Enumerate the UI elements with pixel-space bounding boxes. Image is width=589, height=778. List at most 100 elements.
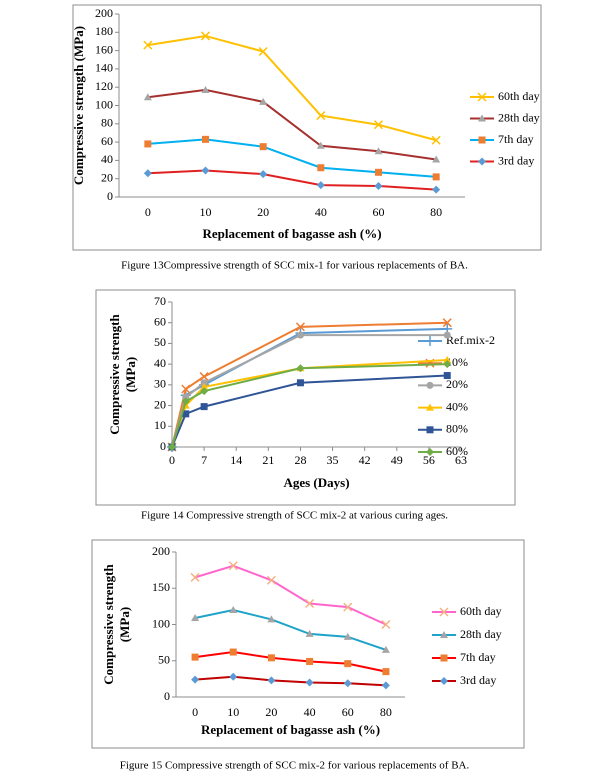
marker xyxy=(295,322,305,332)
marker xyxy=(443,331,451,339)
marker xyxy=(200,403,208,411)
marker xyxy=(143,40,153,50)
marker xyxy=(439,607,449,617)
figure-caption: Figure 14 Compressive strength of SCC mi… xyxy=(141,510,448,522)
figure-caption: Figure 13Compressive strength of SCC mix… xyxy=(121,260,468,272)
marker xyxy=(228,561,238,571)
x-tick-label: 40 xyxy=(304,705,316,719)
marker xyxy=(431,135,441,145)
x-tick-label: 0 xyxy=(145,205,151,219)
y-axis-title: Compressive strength xyxy=(107,313,122,434)
legend-label: 28th day xyxy=(498,110,540,124)
x-axis-title: Replacement of bagasse ash (%) xyxy=(201,722,380,737)
legend-label: 80% xyxy=(446,422,468,436)
x-tick-label: 80 xyxy=(380,705,392,719)
figure-caption: Figure 15 Compressive strength of SCC mi… xyxy=(120,760,470,772)
y-tick-label: 20 xyxy=(154,397,166,411)
chart: 0 10 20 40 60 80 0 20 40 60 80 100 120 140 160 180 200 Re… xyxy=(71,4,542,251)
legend-label: 60th day xyxy=(498,89,540,103)
marker xyxy=(478,114,486,122)
series-line xyxy=(195,675,386,687)
y-tick-label: 140 xyxy=(95,61,113,75)
x-tick-label: 14 xyxy=(230,453,242,467)
marker xyxy=(426,448,434,456)
y-tick-label: 10 xyxy=(154,418,166,432)
legend-label: 20% xyxy=(446,377,468,391)
y-tick-label: 40 xyxy=(101,152,113,166)
marker xyxy=(267,676,276,685)
marker xyxy=(316,141,325,149)
chart: 0 7 14 21 28 35 42 49 56 63 0 10 20 30 40 50 60 70 Ages (D… xyxy=(95,289,516,506)
marker xyxy=(443,360,452,369)
marker xyxy=(296,364,305,373)
series-line xyxy=(171,363,448,448)
x-axis-title: Ages (Days) xyxy=(283,475,349,490)
marker xyxy=(343,632,352,640)
y-tick-label: 50 xyxy=(158,653,170,667)
y-tick-label: 120 xyxy=(95,79,113,93)
y-tick-label: 100 xyxy=(152,616,170,630)
chart: 0 10 20 40 60 80 0 50 100 150 200 Replacement of ba… xyxy=(91,539,525,749)
marker xyxy=(440,654,448,662)
marker xyxy=(296,331,304,339)
y-tick-label: 0 xyxy=(164,689,170,703)
y-tick-label: 0 xyxy=(160,439,166,453)
marker xyxy=(344,660,352,668)
marker xyxy=(317,164,325,172)
x-tick-label: 56 xyxy=(423,453,435,467)
marker xyxy=(440,677,448,685)
marker xyxy=(443,372,451,380)
x-tick-label: 60 xyxy=(373,205,385,219)
legend-label: 60th day xyxy=(460,604,502,618)
series-line xyxy=(147,88,437,161)
marker xyxy=(375,168,382,176)
marker xyxy=(305,629,314,637)
marker xyxy=(266,575,276,585)
marker xyxy=(432,155,441,163)
marker xyxy=(373,120,384,130)
x-tick-label: 0 xyxy=(169,453,175,467)
x-tick-label: 40 xyxy=(315,205,327,219)
marker xyxy=(267,654,275,662)
marker xyxy=(200,31,211,41)
marker xyxy=(199,372,209,382)
y-tick-label: 200 xyxy=(152,544,170,558)
series-line xyxy=(147,169,437,191)
y-axis-title: Compressive strength xyxy=(101,563,116,684)
legend-label: 3rd day xyxy=(498,153,534,167)
marker xyxy=(181,397,190,406)
marker xyxy=(442,318,452,328)
marker xyxy=(432,185,441,194)
marker xyxy=(381,619,391,630)
y-tick-label: 20 xyxy=(101,170,113,184)
y-tick-label: 50 xyxy=(154,335,166,349)
x-tick-label: 10 xyxy=(200,205,212,219)
marker xyxy=(478,157,486,166)
x-tick-label: 63 xyxy=(455,453,467,467)
marker xyxy=(267,615,276,623)
legend-label: 3rd day xyxy=(460,673,496,687)
y-tick-label: 60 xyxy=(154,314,166,328)
marker xyxy=(343,679,352,688)
legend-label: Ref.mix-2 xyxy=(446,333,495,347)
legend-label: 28th day xyxy=(460,627,502,641)
legend-label: 7th day xyxy=(460,650,496,664)
marker xyxy=(306,657,314,665)
x-tick-label: 7 xyxy=(201,453,207,467)
marker xyxy=(382,668,390,676)
series-line xyxy=(171,334,448,448)
y-tick-label: 60 xyxy=(101,134,113,148)
chart-frame xyxy=(72,4,542,251)
marker xyxy=(440,631,448,638)
marker xyxy=(258,46,268,57)
marker xyxy=(191,613,200,621)
marker xyxy=(432,173,440,181)
x-tick-label: 35 xyxy=(327,453,339,467)
marker xyxy=(191,675,200,684)
y-axis-title: (MPa) xyxy=(123,357,138,392)
chart-frame xyxy=(91,539,525,749)
x-tick-label: 21 xyxy=(262,453,274,467)
marker xyxy=(305,598,315,609)
marker xyxy=(144,140,152,148)
